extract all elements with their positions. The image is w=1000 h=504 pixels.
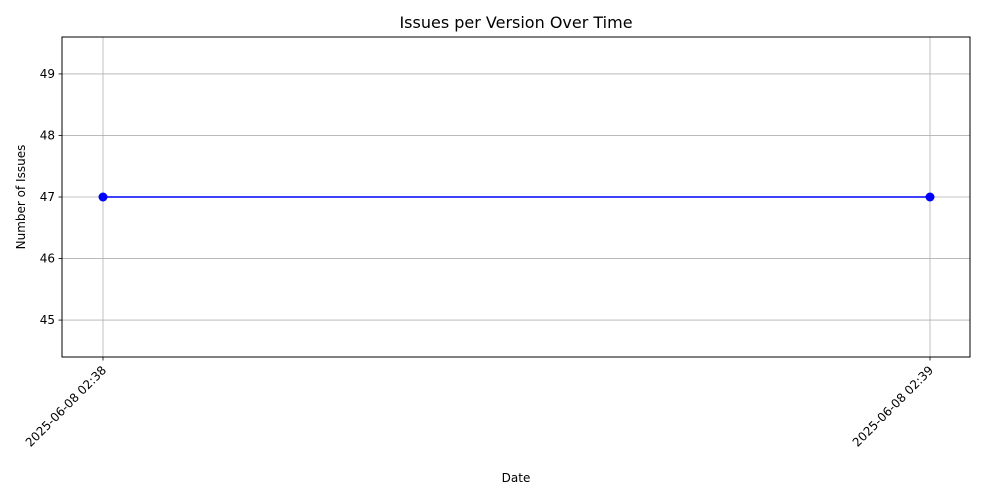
y-tick-label: 45	[40, 313, 55, 327]
y-axis-ticks: 45 46 47 48 49	[40, 67, 62, 327]
y-axis-label: Number of Issues	[14, 145, 28, 250]
chart-title: Issues per Version Over Time	[399, 13, 632, 32]
data-point	[98, 192, 108, 202]
series-layer	[98, 192, 935, 202]
y-tick-label: 46	[40, 252, 55, 266]
y-tick-label: 49	[40, 67, 55, 81]
y-tick-label: 48	[40, 128, 55, 142]
data-point	[925, 192, 935, 202]
x-axis-label: Date	[502, 471, 531, 485]
y-tick-label: 47	[40, 190, 55, 204]
